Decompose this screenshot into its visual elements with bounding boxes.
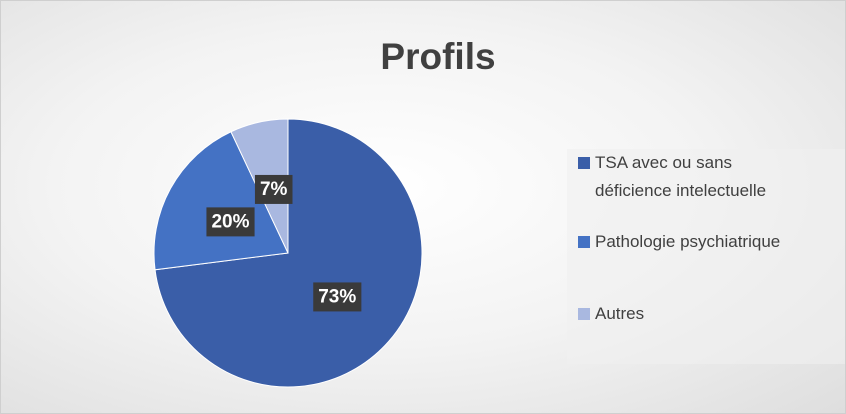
data-label-box	[206, 207, 255, 237]
data-label-text: 20%	[211, 211, 249, 232]
data-label: 20%	[206, 207, 255, 237]
data-label: 7%	[254, 174, 293, 204]
data-label-text: 73%	[318, 286, 356, 307]
data-label-box	[313, 282, 362, 312]
legend-swatch	[578, 157, 590, 169]
legend: TSA avec ou sans déficience intelectuell…	[567, 149, 845, 364]
legend-item: Autres	[578, 300, 828, 328]
legend-label: Pathologie psychiatrique	[595, 232, 781, 251]
data-label: 73%	[313, 282, 362, 312]
chart-title: Profils	[380, 36, 495, 77]
legend-item: TSA avec ou sans déficience intelectuell…	[578, 149, 828, 205]
legend-item: Pathologie psychiatrique	[578, 228, 828, 256]
legend-label: Autres	[595, 304, 645, 323]
data-label-text: 7%	[260, 179, 288, 200]
data-label-box	[254, 174, 293, 204]
legend-label: TSA avec ou sans déficience intelectuell…	[595, 153, 767, 200]
legend-swatch	[578, 236, 590, 248]
legend-swatch	[578, 308, 590, 320]
